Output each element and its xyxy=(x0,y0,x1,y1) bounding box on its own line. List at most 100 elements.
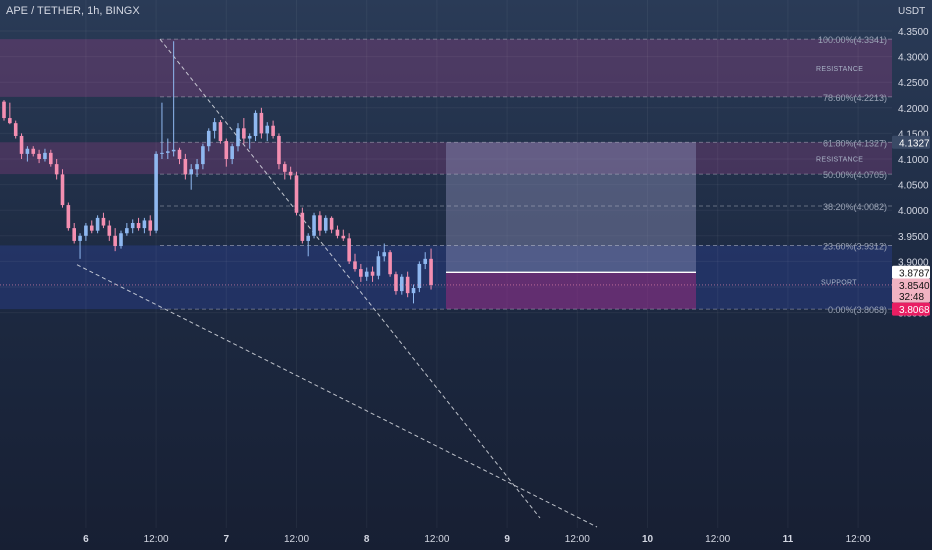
price-tick-label: 4.0000 xyxy=(898,206,929,217)
candle-up xyxy=(236,128,240,147)
time-tick-label: 12:00 xyxy=(846,534,871,545)
entry-price-tag-bg xyxy=(892,265,930,279)
current-price-tag-text: 3.8540 xyxy=(899,281,930,292)
entry-price-tag-text: 3.8787 xyxy=(899,268,930,279)
candle-up xyxy=(423,258,427,264)
stop-price-tag-bg xyxy=(892,302,930,316)
descending-trendline[interactable] xyxy=(159,38,541,519)
candle-down xyxy=(429,258,433,285)
candle-down xyxy=(66,205,71,229)
candle-down xyxy=(218,122,223,142)
candle-up xyxy=(265,125,270,134)
candle-up xyxy=(212,122,217,131)
candle-down xyxy=(89,225,94,231)
candle-up xyxy=(78,235,82,241)
candle-up xyxy=(171,149,176,152)
candle-down xyxy=(242,128,246,139)
candle-down xyxy=(31,148,36,154)
time-tick-label: 10 xyxy=(642,534,654,545)
candle-down xyxy=(60,174,65,206)
resistance-label-upper: RESISTANCE xyxy=(816,66,863,73)
price-tick-label: 4.1000 xyxy=(898,155,929,166)
candle-down xyxy=(107,225,112,236)
chart-title: APE / TETHER, 1h, BINGX xyxy=(6,5,140,17)
candle-down xyxy=(294,175,299,213)
candle-down xyxy=(329,217,334,230)
candle-up xyxy=(125,228,129,234)
time-tick-label: 6 xyxy=(83,534,89,545)
candle-down xyxy=(113,235,117,247)
time-tick-label: 12:00 xyxy=(284,534,309,545)
candle-up xyxy=(306,235,310,241)
resistance-label-lower: RESISTANCE xyxy=(816,156,863,163)
price-tick-label: 3.9500 xyxy=(898,232,929,243)
candle-up xyxy=(247,135,252,139)
candle-up xyxy=(382,252,387,257)
candle-up xyxy=(142,220,147,229)
fib-level-label: 100.00%(4.3341) xyxy=(818,35,887,45)
candle-down xyxy=(283,164,287,172)
price-tick-label: 4.0500 xyxy=(898,181,929,192)
candle-up xyxy=(206,130,211,147)
zones-layer: RESISTANCE RESISTANCE SUPPORT xyxy=(0,39,892,310)
price-tick-label: 3.9000 xyxy=(898,257,929,268)
time-tick-label: 9 xyxy=(504,534,510,545)
candle-up xyxy=(130,223,135,229)
fib-level-label: 50.00%(4.0705) xyxy=(823,170,887,180)
stop-price-tag-text: 3.8068 xyxy=(899,305,930,316)
current-price-tag-text: 32:48 xyxy=(899,292,924,303)
time-tick-label: 7 xyxy=(224,534,230,545)
candle-up xyxy=(189,169,193,175)
trendlines[interactable] xyxy=(76,38,598,528)
fib-level-label: 38.20%(4.0082) xyxy=(823,202,887,212)
candle-up xyxy=(154,153,158,231)
price-tick-label: 4.1500 xyxy=(898,129,929,140)
candle-down xyxy=(49,152,53,165)
candle-down xyxy=(8,118,12,124)
candle-down xyxy=(394,274,398,292)
time-tick-label: 12:00 xyxy=(705,534,730,545)
candle-down xyxy=(259,112,264,134)
fib-level-label: 0.00%(3.8068) xyxy=(828,305,887,315)
candle-down xyxy=(13,123,18,136)
candle-down xyxy=(359,269,363,277)
time-tick-label: 12:00 xyxy=(144,534,169,545)
time-tick-label: 12:00 xyxy=(424,534,449,545)
candle-down xyxy=(136,223,141,229)
candle-down xyxy=(353,261,357,270)
support-trendline[interactable] xyxy=(76,264,598,528)
candle-down xyxy=(183,159,188,175)
candle-down xyxy=(288,171,293,176)
candle-down xyxy=(388,252,392,275)
candle-up xyxy=(312,215,316,236)
stop-box xyxy=(446,272,696,310)
candle-down xyxy=(335,229,340,236)
fib-retracement[interactable]: 100.00%(4.3341) 78.60%(4.2213) 61.80%(4.13… xyxy=(160,35,892,315)
candle-up xyxy=(417,263,422,289)
candle-down xyxy=(341,235,346,239)
candle-up xyxy=(230,146,234,159)
candle-up xyxy=(364,271,369,277)
candle-down xyxy=(271,125,275,136)
target-price-tag-bg xyxy=(892,135,930,149)
candle-down xyxy=(347,238,351,262)
candle-up xyxy=(376,256,381,276)
price-tick-label: 4.3500 xyxy=(898,27,929,38)
candle-down xyxy=(370,271,375,276)
candle-up xyxy=(411,288,416,294)
candle-up xyxy=(400,276,404,292)
time-axis[interactable]: 6 12:00 7 12:00 8 12:00 9 12:00 10 12:00 11 12:00 xyxy=(83,534,871,545)
currency-label: USDT xyxy=(898,6,925,17)
target-box xyxy=(446,142,696,273)
candle-up xyxy=(95,217,100,231)
candle-up xyxy=(84,225,88,236)
candle-down xyxy=(318,215,322,231)
grid-layer xyxy=(0,0,892,528)
fib-level-label: 61.80%(4.1327) xyxy=(823,138,887,148)
candle-down xyxy=(224,141,229,159)
price-tick-label: 4.2000 xyxy=(898,104,929,115)
resistance-zone-upper xyxy=(0,39,892,97)
target-price-tag: 4.1327 xyxy=(892,135,930,149)
